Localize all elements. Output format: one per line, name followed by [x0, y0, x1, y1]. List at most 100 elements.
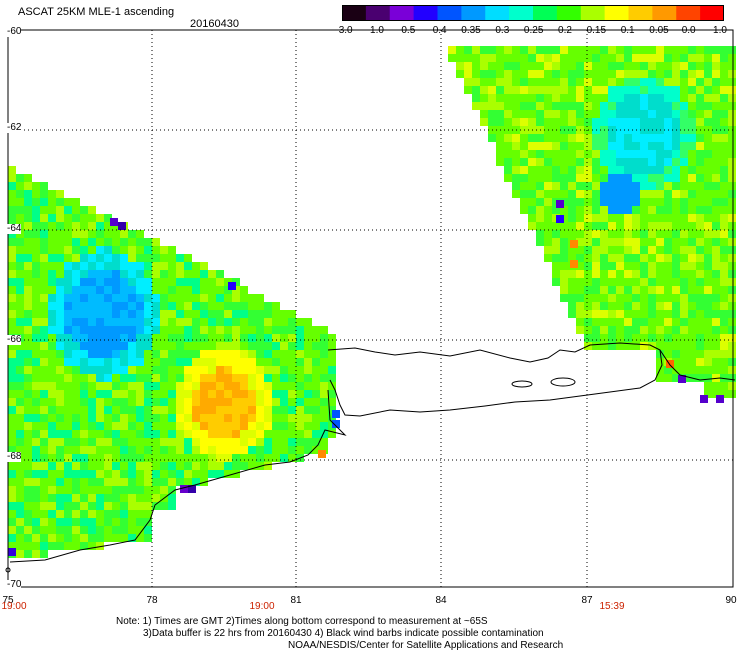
swath-cell — [160, 382, 168, 390]
swath-cell — [24, 182, 32, 190]
colorbar-segment — [389, 5, 415, 21]
swath-cell — [664, 198, 672, 206]
swath-cell — [200, 302, 208, 310]
swath-cell — [656, 174, 664, 182]
swath-cell — [56, 238, 64, 246]
swath-cell — [592, 246, 600, 254]
swath-cell — [88, 534, 96, 542]
swath-cell — [504, 134, 512, 142]
swath-cell — [640, 46, 648, 54]
swath-cell — [640, 190, 648, 198]
swath-cell — [72, 542, 80, 550]
swath-cell — [96, 310, 104, 318]
swath-cell — [72, 534, 80, 542]
swath-cell — [280, 374, 288, 382]
swath-cell — [88, 374, 96, 382]
swath-cell — [600, 46, 608, 54]
swath-cell — [24, 542, 32, 550]
swath-cell — [328, 342, 336, 350]
swath-cell — [640, 326, 648, 334]
swath-cell — [40, 342, 48, 350]
swath-cell — [608, 230, 616, 238]
swath-cell — [40, 230, 48, 238]
swath-cell — [160, 374, 168, 382]
swath-cell — [48, 286, 56, 294]
swath-cell — [704, 294, 712, 302]
swath-data-cells — [8, 46, 736, 558]
swath-cell — [160, 342, 168, 350]
swath-cell — [320, 430, 328, 438]
swath-cell — [224, 446, 232, 454]
swath-cell — [600, 166, 608, 174]
swath-cell — [88, 398, 96, 406]
swath-cell — [616, 310, 624, 318]
swath-cell — [296, 366, 304, 374]
swath-cell — [712, 230, 720, 238]
swath-cell — [608, 318, 616, 326]
swath-cell — [144, 534, 152, 542]
swath-cell — [312, 358, 320, 366]
swath-cell — [656, 286, 664, 294]
swath-cell — [632, 62, 640, 70]
swath-cell — [704, 358, 712, 366]
swath-cell — [664, 134, 672, 142]
swath-cell — [200, 262, 208, 270]
swath-cell — [168, 478, 176, 486]
swath-cell — [144, 470, 152, 478]
swath-cell — [632, 214, 640, 222]
swath-cell — [688, 302, 696, 310]
swath-cell — [16, 550, 24, 558]
swath-cell — [32, 526, 40, 534]
swath-cell — [64, 486, 72, 494]
swath-cell — [168, 406, 176, 414]
swath-cell — [24, 198, 32, 206]
swath-cell — [240, 294, 248, 302]
swath-cell — [200, 454, 208, 462]
swath-cell — [88, 526, 96, 534]
swath-cell — [16, 262, 24, 270]
swath-cell — [24, 486, 32, 494]
swath-cell — [80, 430, 88, 438]
swath-cell — [104, 390, 112, 398]
swath-cell — [456, 46, 464, 54]
swath-cell — [104, 294, 112, 302]
swath-cell — [720, 246, 728, 254]
swath-cell — [8, 166, 16, 174]
swath-cell — [40, 238, 48, 246]
swath-cell — [16, 478, 24, 486]
swath-cell — [136, 230, 144, 238]
swath-cell — [80, 286, 88, 294]
swath-cell — [88, 390, 96, 398]
swath-cell — [144, 294, 152, 302]
swath-cell — [32, 550, 40, 558]
swath-cell — [576, 102, 584, 110]
swath-cell — [560, 134, 568, 142]
swath-cell — [168, 278, 176, 286]
swath-cell — [88, 230, 96, 238]
swath-cell — [8, 486, 16, 494]
swath-cell — [104, 214, 112, 222]
swath-cell — [304, 438, 312, 446]
swath-cell — [472, 94, 480, 102]
swath-cell — [264, 326, 272, 334]
swath-cell — [312, 350, 320, 358]
swath-cell — [632, 262, 640, 270]
swath-cell — [24, 462, 32, 470]
swath-cell — [664, 158, 672, 166]
swath-cell — [488, 78, 496, 86]
swath-cell — [32, 206, 40, 214]
swath-cell — [72, 478, 80, 486]
swath-cell — [672, 326, 680, 334]
swath-cell — [272, 366, 280, 374]
swath-cell — [600, 158, 608, 166]
swath-cell — [704, 238, 712, 246]
swath-cell — [632, 222, 640, 230]
swath-cell — [64, 206, 72, 214]
swath-cell — [8, 374, 16, 382]
swath-cell — [680, 350, 688, 358]
swath-cell — [472, 46, 480, 54]
swath-cell — [576, 198, 584, 206]
swath-cell — [504, 86, 512, 94]
swath-cell — [680, 134, 688, 142]
swath-cell — [40, 246, 48, 254]
